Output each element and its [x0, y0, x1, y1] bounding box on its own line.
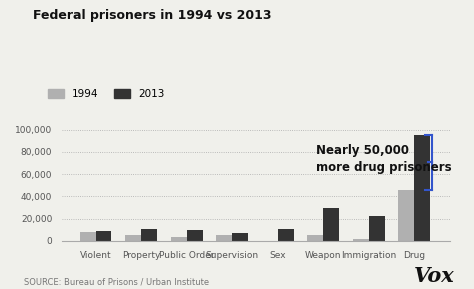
Bar: [353, 239, 369, 241]
Bar: [398, 190, 414, 241]
Bar: [80, 232, 96, 241]
Text: Vox: Vox: [414, 266, 455, 286]
Bar: [141, 229, 157, 241]
Bar: [369, 216, 384, 241]
Bar: [171, 237, 187, 241]
Bar: [125, 235, 141, 241]
Bar: [323, 208, 339, 241]
Bar: [414, 135, 430, 241]
Bar: [96, 231, 111, 241]
Text: Nearly 50,000
more drug prisoners: Nearly 50,000 more drug prisoners: [316, 144, 452, 174]
Bar: [232, 233, 248, 241]
Legend: 1994, 2013: 1994, 2013: [44, 85, 169, 103]
Text: SOURCE: Bureau of Prisons / Urban Institute: SOURCE: Bureau of Prisons / Urban Instit…: [24, 277, 209, 286]
Text: Federal prisoners in 1994 vs 2013: Federal prisoners in 1994 vs 2013: [33, 9, 272, 22]
Bar: [187, 230, 202, 241]
Bar: [278, 229, 293, 241]
Bar: [216, 235, 232, 241]
Bar: [307, 235, 323, 241]
